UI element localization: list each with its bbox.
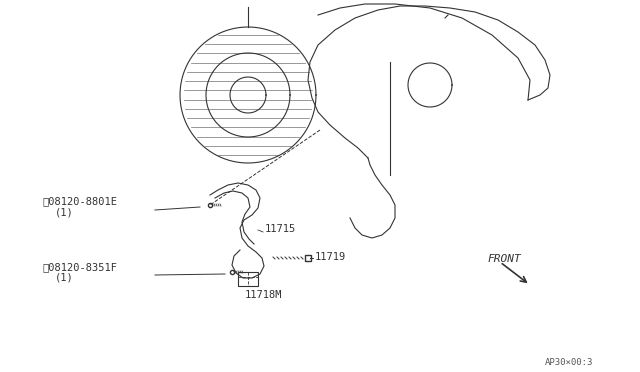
Text: AP30×00:3: AP30×00:3 <box>545 358 593 367</box>
Text: 11718M: 11718M <box>245 290 282 300</box>
Text: (1): (1) <box>55 207 74 217</box>
Bar <box>238 272 258 286</box>
Text: (1): (1) <box>55 272 74 282</box>
Text: 11715: 11715 <box>265 224 296 234</box>
Text: Ⓑ08120-8801E: Ⓑ08120-8801E <box>42 196 117 206</box>
Text: 11719: 11719 <box>315 252 346 262</box>
Text: Ⓑ08120-8351F: Ⓑ08120-8351F <box>42 262 117 272</box>
Text: FRONT: FRONT <box>488 254 522 264</box>
